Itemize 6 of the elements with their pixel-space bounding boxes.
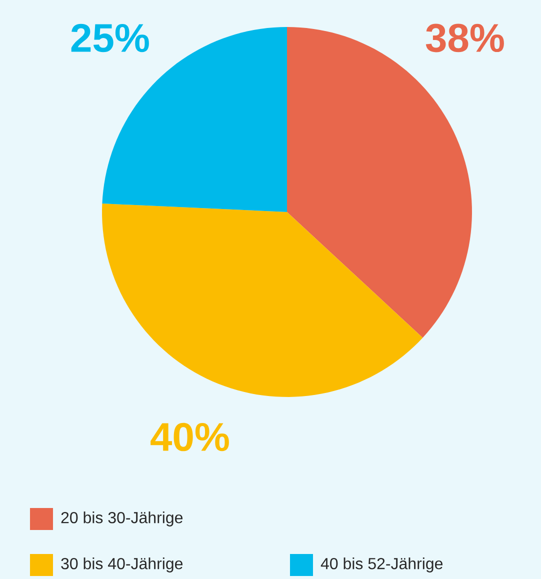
- legend-label: 30 bis 40-Jährige: [61, 558, 183, 572]
- legend-label: 20 bis 30-Jährige: [61, 512, 183, 526]
- legend-label: 40 bis 52-Jährige: [320, 558, 443, 572]
- data-label: 38%: [426, 24, 504, 52]
- data-label: 25%: [71, 24, 149, 52]
- data-label: 40%: [150, 422, 229, 452]
